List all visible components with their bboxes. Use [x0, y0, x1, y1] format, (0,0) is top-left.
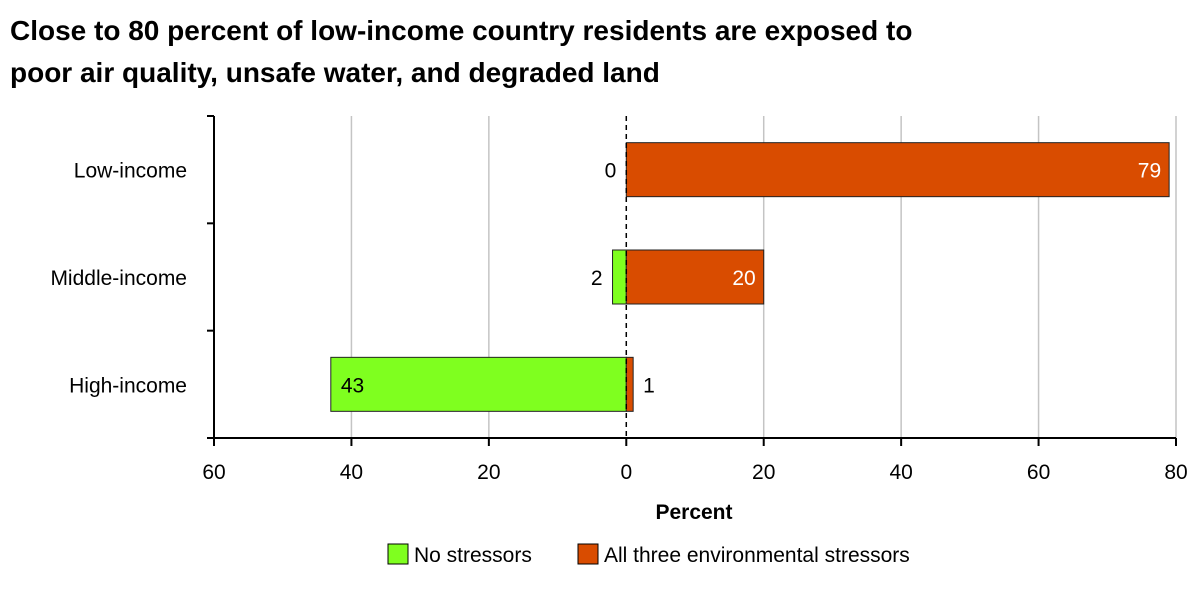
data-label-all-three-environmental-stressors-low-income: 79 [1138, 160, 1161, 183]
legend-swatch-no-stressors [387, 543, 409, 565]
x-tick-label-80: 80 [1164, 461, 1187, 484]
bars [330, 142, 1170, 412]
x-tick-label-20: 20 [752, 461, 775, 484]
bar-all-three-environmental-stressors-low-income [625, 142, 1170, 198]
chart-title-line-2: poor air quality, unsafe water, and degr… [10, 57, 660, 88]
x-tick-label-40: 40 [889, 461, 912, 484]
category-label-low-income: Low-income [74, 160, 187, 183]
x-tick-label-neg20: 20 [477, 461, 500, 484]
data-label-no-stressors-low-income: 0 [605, 160, 617, 183]
data-label-no-stressors-high-income: 43 [341, 374, 364, 397]
x-tick-label-60: 60 [1027, 461, 1050, 484]
category-label-middle-income: Middle-income [50, 267, 187, 290]
data-label-all-three-environmental-stressors-middle-income: 20 [732, 267, 755, 290]
x-tick-label-neg40: 40 [340, 461, 363, 484]
legend-swatch-all-three-stressors [577, 543, 599, 565]
x-tick-label-neg60: 60 [202, 461, 225, 484]
legend-label-all-three-stressors: All three environmental stressors [604, 544, 910, 567]
bar-no-stressors-high-income [330, 356, 627, 412]
x-tick-label-0: 0 [620, 461, 632, 484]
category-label-high-income: High-income [69, 374, 187, 397]
chart-title-line-1: Close to 80 percent of low-income countr… [10, 15, 912, 46]
x-axis-title: Percent [655, 501, 732, 524]
data-labels: 0 79 2 20 43 1 [341, 160, 1161, 398]
legend: No stressors All three environmental str… [387, 543, 910, 567]
legend-label-no-stressors: No stressors [414, 544, 532, 567]
bar-all-three-environmental-stressors-high-income [625, 356, 634, 412]
data-label-no-stressors-middle-income: 2 [591, 267, 603, 290]
data-label-all-three-environmental-stressors-high-income: 1 [643, 374, 655, 397]
bar-all-three-environmental-stressors-middle-income [625, 249, 765, 305]
axes [207, 115, 1177, 446]
bar-no-stressors-middle-income [612, 249, 627, 305]
